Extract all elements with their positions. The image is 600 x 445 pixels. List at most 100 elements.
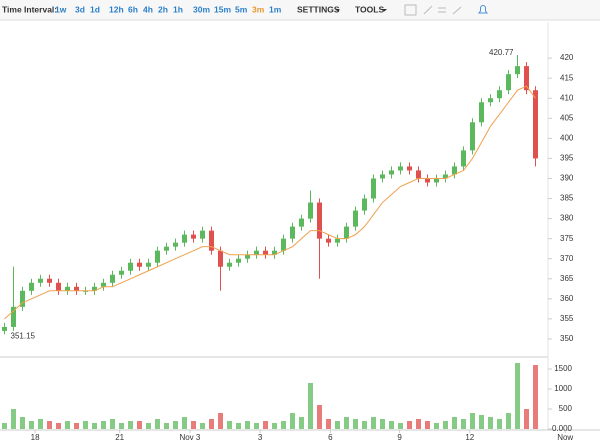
candle-body	[488, 98, 493, 103]
volume-bar	[317, 405, 322, 429]
volume-bar	[443, 421, 448, 429]
candle-body	[110, 274, 115, 283]
candle-body	[371, 178, 376, 199]
menu-button[interactable]: SETTINGS	[297, 4, 340, 14]
candle-body	[515, 66, 520, 75]
volume-bar	[308, 383, 313, 429]
volume-bar	[488, 417, 493, 429]
candle-body	[407, 166, 412, 171]
x-tick-label: 12	[465, 433, 474, 442]
toolbar-bg	[0, 0, 600, 20]
volume-bar	[425, 421, 430, 429]
candle-body	[317, 202, 322, 239]
volume-bar	[506, 413, 511, 429]
interval-button[interactable]: 3m	[252, 4, 265, 14]
candle-body	[524, 66, 529, 91]
volume-bar	[344, 417, 349, 429]
moving-average	[4, 85, 536, 320]
y2-tick-label: 0.000	[552, 424, 573, 433]
volume-bar	[335, 421, 340, 429]
x-tick-label: 21	[115, 433, 124, 442]
interval-button[interactable]: 1m	[269, 4, 282, 14]
icon[interactable]	[404, 4, 417, 16]
volume-bar	[47, 421, 52, 429]
volume-bar	[290, 413, 295, 429]
candle-body	[506, 74, 511, 91]
volume-bar	[101, 421, 106, 429]
interval-button[interactable]: 6h	[128, 4, 138, 14]
y-tick-label: 370	[560, 254, 574, 263]
candle-body	[353, 210, 358, 227]
volume-bar	[137, 421, 142, 429]
candle-body	[326, 238, 331, 243]
volume-bar	[209, 419, 214, 429]
candle-body	[398, 166, 403, 171]
y-tick-label: 385	[560, 194, 574, 203]
interval-button[interactable]: 15m	[214, 4, 231, 14]
volume-bar	[38, 419, 43, 429]
menu-button[interactable]: TOOLS	[355, 4, 384, 14]
x-tick-label: 9	[397, 433, 402, 442]
low-label: 351.15	[11, 331, 36, 340]
icon[interactable]	[423, 5, 433, 15]
volume-bar	[155, 419, 160, 429]
x-tick-label: Now	[557, 433, 573, 442]
volume-bar	[20, 417, 25, 429]
interval-button[interactable]: 1w	[55, 4, 67, 14]
candle-body	[254, 250, 259, 255]
interval-button[interactable]: 4h	[143, 4, 153, 14]
volume-bar	[416, 419, 421, 429]
candle-body	[299, 218, 304, 227]
volume-bar	[398, 423, 403, 429]
volume-bar	[533, 365, 538, 429]
interval-button[interactable]: 5m	[235, 4, 248, 14]
volume-bar	[281, 421, 286, 429]
interval-button[interactable]: 30m	[193, 4, 210, 14]
candle-body	[479, 102, 484, 123]
candle-body	[290, 226, 295, 239]
icon[interactable]	[452, 6, 462, 15]
y-tick-label: 410	[560, 93, 574, 102]
volume-bar	[2, 423, 7, 429]
volume-bar	[452, 417, 457, 429]
volume-bar	[470, 413, 475, 429]
toolbar-label: Time Interval:	[2, 4, 57, 14]
interval-button[interactable]: 1h	[173, 4, 183, 14]
candle-body	[119, 270, 124, 275]
volume-bar	[11, 409, 16, 429]
interval-button[interactable]: 1d	[90, 4, 100, 14]
volume-bar	[191, 421, 196, 429]
y2-tick-label: 1500	[554, 364, 572, 373]
volume-bar	[182, 417, 187, 429]
candle-body	[101, 282, 106, 287]
volume-bar	[29, 421, 34, 429]
candle-body	[380, 174, 385, 179]
candle-body	[146, 262, 151, 267]
interval-button[interactable]: 3d	[75, 4, 85, 14]
y-tick-label: 400	[560, 133, 574, 142]
candle-body	[74, 286, 79, 291]
x-tick-label: 3	[258, 433, 263, 442]
icon[interactable]	[478, 5, 488, 14]
volume-bar	[497, 419, 502, 429]
volume-bar	[164, 423, 169, 429]
candle-body	[191, 234, 196, 239]
volume-bar	[236, 423, 241, 429]
volume-bar	[272, 423, 277, 429]
candle-body	[65, 286, 70, 291]
candle-body	[425, 178, 430, 183]
candle-body	[164, 246, 169, 251]
candle-body	[200, 230, 205, 239]
candle-body	[47, 278, 52, 283]
volume-bar	[110, 419, 115, 429]
interval-button[interactable]: 12h	[109, 4, 124, 14]
candle-body	[20, 290, 25, 307]
interval-button[interactable]: 2h	[158, 4, 168, 14]
candle-body	[263, 250, 268, 255]
volume-bar	[245, 421, 250, 429]
y-tick-label: 405	[560, 113, 574, 122]
volume-bar	[326, 419, 331, 429]
volume-bar	[146, 423, 151, 429]
volume-bar	[119, 423, 124, 429]
